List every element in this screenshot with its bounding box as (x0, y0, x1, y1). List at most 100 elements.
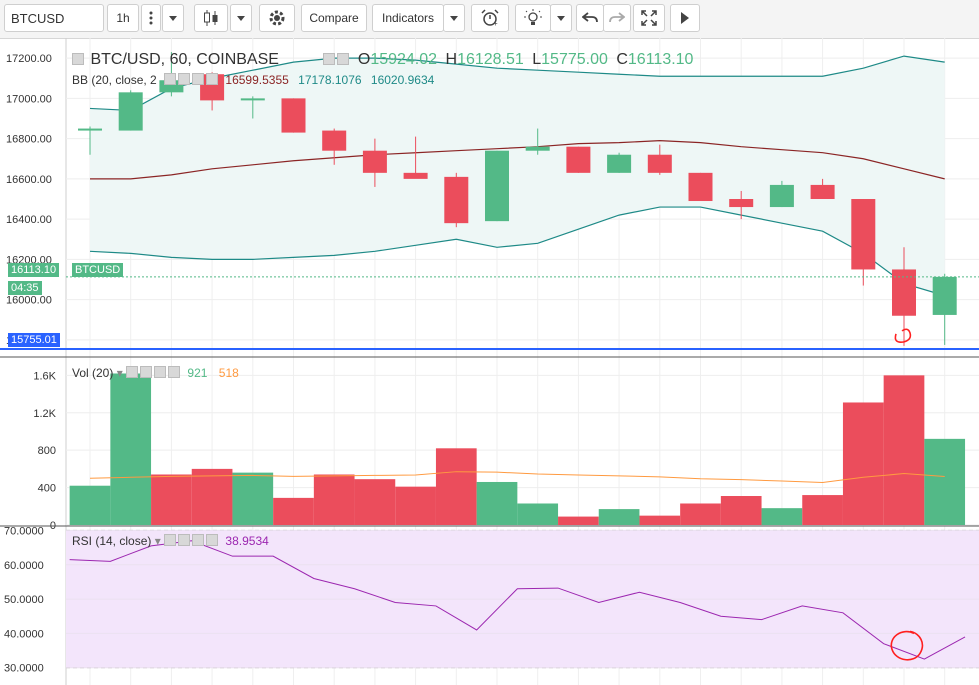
rsi-tick-label: 30.0000 (4, 663, 44, 675)
volume-bar (191, 468, 233, 525)
bb-more-icon[interactable] (192, 73, 205, 85)
main-legend: BTC/USD, 60, COINBASE O15924.02 H16128.5… (72, 51, 693, 69)
chart-area[interactable]: 15800.0016000.0016200.0016400.0016600.00… (0, 38, 979, 685)
legend-eye-icon[interactable] (72, 53, 84, 65)
crosshair-price-tag: 15755.01 (8, 333, 60, 347)
candle-body (810, 184, 835, 200)
rsi-tick-label: 60.0000 (4, 560, 44, 572)
volume-bar (883, 375, 925, 525)
bb-close-icon[interactable] (206, 73, 219, 85)
volume-bar (842, 402, 884, 525)
rsi-legend: RSI (14, close) ▾ 38.9534 (72, 534, 269, 548)
volume-bar (151, 474, 192, 525)
chevron-down-icon (450, 15, 458, 21)
volume-bar (435, 448, 477, 525)
rsi-close-icon[interactable] (206, 534, 219, 546)
countdown-tag: 04:35 (8, 281, 42, 295)
bb-settings-icon[interactable] (178, 73, 191, 85)
chart-style-dropdown[interactable] (230, 4, 252, 32)
candle-body (362, 150, 387, 173)
volume-bar (680, 503, 721, 525)
vol-caret-icon[interactable]: ▾ (116, 366, 123, 380)
rsi-more-icon[interactable] (192, 534, 205, 546)
light-dropdown[interactable] (550, 4, 572, 32)
settings-button[interactable] (259, 4, 295, 32)
candle-body (322, 130, 347, 151)
light-button[interactable] (515, 4, 551, 32)
candle (932, 273, 957, 345)
candle (444, 172, 469, 228)
volume-bar (598, 509, 640, 525)
volume-bar (273, 497, 314, 525)
candle (688, 172, 713, 202)
indicators-dropdown[interactable] (443, 4, 465, 32)
annotation-squiggle (894, 328, 912, 343)
candle (118, 90, 143, 131)
high-value: 16128.51 (457, 51, 524, 68)
candle-body (525, 146, 550, 151)
more-icon[interactable] (141, 4, 161, 32)
candle (485, 150, 509, 222)
price-tick-label: 17000.00 (6, 93, 52, 105)
candle (810, 178, 835, 200)
symbol-title: BTC/USD, 60, COINBASE (90, 51, 279, 68)
price-tick-label: 16000.00 (6, 295, 52, 307)
close-value: 16113.10 (627, 51, 694, 68)
candle (403, 136, 428, 179)
light-icon (524, 9, 542, 25)
low-value: 15775.00 (541, 51, 608, 68)
rsi-settings-icon[interactable] (178, 534, 191, 546)
alert-button[interactable]: + (471, 4, 509, 32)
interval-dropdown-button[interactable] (162, 4, 184, 32)
undo-button[interactable] (576, 4, 604, 32)
rsi-tick-label: 40.0000 (4, 628, 44, 640)
rsi-eye-icon[interactable] (164, 534, 177, 546)
legend-settings-icon[interactable] (323, 53, 336, 65)
candle-body (851, 199, 876, 270)
candles-icon (204, 10, 218, 26)
open-value: 15924.02 (370, 51, 438, 68)
legend-close-icon[interactable] (337, 53, 350, 65)
vol-settings-icon[interactable] (140, 366, 153, 378)
candle-body (403, 172, 428, 179)
bb-eye-icon[interactable] (164, 73, 177, 85)
price-tick-label: 17200.00 (6, 53, 52, 65)
chart-style-button[interactable] (194, 4, 228, 32)
annotation-circle (890, 630, 924, 661)
vol-value: 921 (187, 366, 208, 380)
candle (607, 152, 632, 173)
volume-bar (395, 486, 436, 525)
replay-button[interactable] (670, 4, 700, 32)
candle (566, 146, 591, 173)
candle-body (647, 154, 672, 173)
volume-bar (639, 515, 681, 525)
compare-button[interactable]: Compare (301, 4, 367, 32)
volume-bar (517, 503, 559, 525)
candle (78, 126, 102, 155)
fullscreen-button[interactable] (633, 4, 665, 32)
candle-body (607, 154, 632, 173)
volume-bar (69, 485, 111, 525)
candle-body (729, 199, 754, 208)
vol-more-icon[interactable] (154, 366, 167, 378)
bb-lower-line (89, 206, 945, 297)
indicators-button[interactable]: Indicators (372, 4, 444, 32)
volume-bar (720, 496, 762, 525)
rsi-caret-icon[interactable]: ▾ (154, 534, 161, 548)
vol-ma-line (89, 471, 945, 483)
vol-eye-icon[interactable] (126, 366, 139, 378)
candle-body (444, 176, 469, 224)
volume-bar (110, 373, 152, 525)
candle-body (932, 276, 957, 315)
candle-body (240, 98, 265, 101)
play-icon (681, 12, 689, 24)
redo-button[interactable] (603, 4, 631, 32)
candle-body (118, 92, 143, 131)
bb-upper-line (89, 55, 945, 112)
volume-bar (232, 472, 274, 525)
rsi-tick-label: 70.0000 (4, 525, 44, 537)
interval-button[interactable]: 1h (107, 4, 139, 32)
vol-close-icon[interactable] (168, 366, 181, 378)
symbol-search-input[interactable]: BTCUSD (4, 4, 104, 32)
volume-bar (924, 438, 966, 525)
